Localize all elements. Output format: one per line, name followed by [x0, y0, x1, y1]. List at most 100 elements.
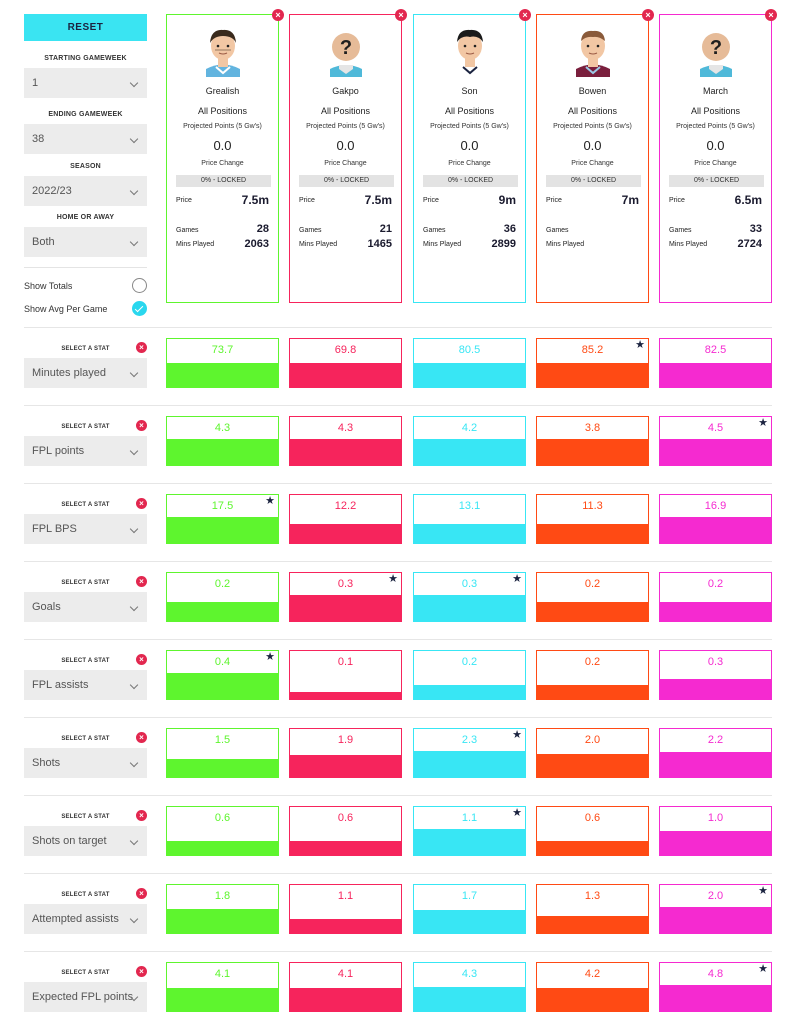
sidebar: RESET STARTING GAMEWEEK 1 ENDING GAMEWEE…	[24, 14, 147, 317]
stat-select[interactable]: FPL points	[24, 436, 147, 466]
stat-value: 69.8	[334, 344, 357, 356]
price-value: 7.5m	[241, 193, 269, 207]
stat-select[interactable]: Attempted assists	[24, 904, 147, 934]
stat-bar: 4.5 ★	[659, 416, 772, 466]
row-divider	[24, 327, 772, 328]
remove-stat-icon[interactable]: ×	[136, 888, 147, 899]
stat-select[interactable]: Shots	[24, 748, 147, 778]
games-label: Games	[669, 227, 692, 234]
stat-value: 0.3	[707, 656, 724, 668]
stat-value: 4.3	[214, 422, 231, 434]
stat-bar-fill	[167, 909, 278, 933]
stat-bar-fill	[414, 363, 525, 387]
remove-stat-icon[interactable]: ×	[136, 810, 147, 821]
stat-select[interactable]: FPL assists	[24, 670, 147, 700]
remove-stat-icon[interactable]: ×	[136, 342, 147, 353]
ending-gameweek-value: 38	[32, 133, 45, 145]
stat-bar-fill	[167, 673, 278, 699]
remove-player-icon[interactable]: ×	[765, 9, 777, 21]
price-change-badge: 0% - LOCKED	[669, 175, 764, 187]
stat-bar: 4.2	[413, 416, 526, 466]
remove-stat-icon[interactable]: ×	[136, 498, 147, 509]
stat-value: 0.4	[214, 656, 231, 668]
remove-player-icon[interactable]: ×	[272, 9, 284, 21]
remove-player-icon[interactable]: ×	[642, 9, 654, 21]
show-avg-toggle[interactable]: Show Avg Per Game	[24, 301, 147, 317]
chevron-down-icon	[129, 602, 139, 612]
remove-stat-icon[interactable]: ×	[136, 420, 147, 431]
mins-played-value: 2063	[244, 238, 269, 250]
player-avatar	[450, 25, 490, 77]
stat-bar: 4.3	[166, 416, 279, 466]
star-icon: ★	[512, 573, 522, 585]
remove-player-icon[interactable]: ×	[519, 9, 531, 21]
player-avatar: ?	[696, 25, 736, 77]
projected-points-value: 0.0	[583, 138, 602, 153]
svg-text:?: ?	[340, 37, 352, 59]
player-position: All Positions	[197, 106, 248, 116]
remove-stat-icon[interactable]: ×	[136, 654, 147, 665]
stat-bar: 0.2	[659, 572, 772, 622]
stat-value: 0.2	[584, 656, 601, 668]
stat-select[interactable]: Expected FPL points	[24, 982, 147, 1012]
stat-bar-fill	[537, 439, 648, 465]
ending-gameweek-label: ENDING GAMEWEEK	[48, 111, 123, 118]
stat-bar: 3.8	[536, 416, 649, 466]
player-position: All Positions	[567, 106, 618, 116]
remove-stat-icon[interactable]: ×	[136, 576, 147, 587]
stat-value: 0.2	[214, 578, 231, 590]
stat-bar: 0.3 ★	[413, 572, 526, 622]
stat-bar-fill	[167, 602, 278, 621]
checkmark-icon[interactable]	[132, 301, 147, 316]
price-change-label: Price Change	[201, 160, 244, 167]
projected-points-label: Projected Points (5 Gw's)	[676, 123, 755, 130]
show-totals-toggle[interactable]: Show Totals	[24, 278, 147, 294]
season-select[interactable]: 2022/23	[24, 176, 147, 206]
stat-bar-fill	[414, 987, 525, 1011]
radio-off-icon[interactable]	[132, 278, 147, 293]
row-divider	[24, 405, 772, 406]
stat-bar: 1.1	[289, 884, 402, 934]
player-name: Bowen	[578, 86, 607, 96]
stat-bar: 0.3	[659, 650, 772, 700]
stat-bar-fill	[167, 988, 278, 1011]
stat-bar: 2.0	[536, 728, 649, 778]
stat-bar-fill	[290, 841, 401, 855]
chevron-down-icon	[129, 78, 139, 88]
stat-bar-fill	[537, 988, 648, 1011]
stat-select[interactable]: Goals	[24, 592, 147, 622]
remove-player-icon[interactable]: ×	[395, 9, 407, 21]
select-stat-label: SELECT A STAT	[61, 502, 110, 508]
starting-gameweek-select[interactable]: 1	[24, 68, 147, 98]
stat-bar-fill	[660, 831, 771, 855]
stat-bar-fill	[660, 752, 771, 777]
select-stat-label: SELECT A STAT	[61, 970, 110, 976]
row-divider	[24, 873, 772, 874]
row-divider	[24, 795, 772, 796]
star-icon: ★	[758, 885, 768, 897]
stat-value: 4.5	[707, 422, 724, 434]
stat-select[interactable]: Shots on target	[24, 826, 147, 856]
stat-bar-fill	[167, 759, 278, 777]
home-away-select[interactable]: Both	[24, 227, 147, 257]
stat-bar: 0.6	[536, 806, 649, 856]
stat-select[interactable]: FPL BPS	[24, 514, 147, 544]
stat-bar: 0.2	[536, 650, 649, 700]
remove-stat-icon[interactable]: ×	[136, 966, 147, 977]
stat-bar: 11.3	[536, 494, 649, 544]
remove-stat-icon[interactable]: ×	[136, 732, 147, 743]
stat-value: 2.0	[584, 734, 601, 746]
chevron-down-icon	[129, 914, 139, 924]
stat-bar: 69.8	[289, 338, 402, 388]
player-position: All Positions	[690, 106, 741, 116]
stat-select[interactable]: Minutes played	[24, 358, 147, 388]
reset-button[interactable]: RESET	[24, 14, 147, 41]
stat-value: 85.2	[581, 344, 604, 356]
price-value: 9m	[498, 193, 516, 207]
stat-bar-fill	[537, 916, 648, 933]
stat-select-value: FPL BPS	[32, 523, 77, 535]
stat-select-value: FPL points	[32, 445, 85, 457]
ending-gameweek-select[interactable]: 38	[24, 124, 147, 154]
select-stat-label: SELECT A STAT	[61, 814, 110, 820]
stat-select-value: Expected FPL points	[32, 991, 134, 1003]
